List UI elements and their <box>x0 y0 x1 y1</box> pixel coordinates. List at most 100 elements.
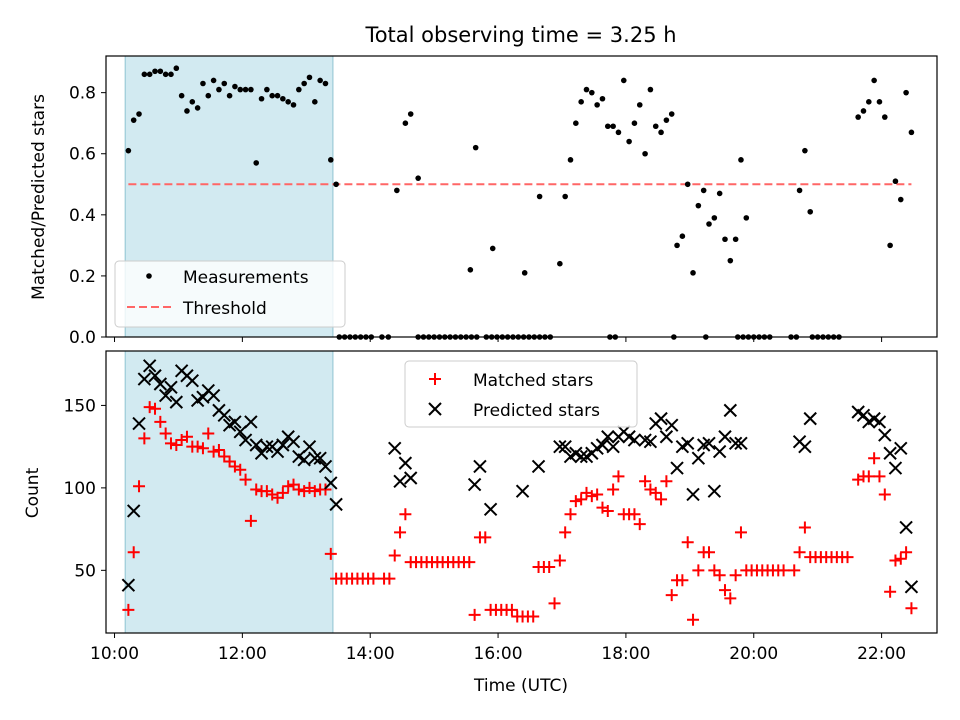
measurement-point <box>184 108 190 114</box>
measurement-point <box>253 160 260 166</box>
matched-point <box>468 608 481 621</box>
predicted-point <box>883 446 897 460</box>
predicted-point <box>728 436 743 451</box>
measurement-point <box>333 181 339 188</box>
measurement-point <box>573 120 579 126</box>
measurement-point <box>232 83 238 90</box>
matched-point <box>383 572 396 585</box>
measurement-point <box>248 86 254 93</box>
matched-point <box>793 546 806 559</box>
measurement-point <box>706 221 712 227</box>
matched-point <box>585 490 598 503</box>
top-ytick-label: 0.2 <box>69 267 96 287</box>
bottom-legend: Matched stars Predicted stars <box>404 360 638 428</box>
legend-predicted: Predicted stars <box>473 401 600 421</box>
predicted-point <box>185 373 200 388</box>
predicted-point <box>217 408 231 423</box>
measurement-point <box>194 105 201 111</box>
measurement-point <box>226 92 233 99</box>
measurement-point <box>711 215 718 221</box>
legend-matched-marker <box>429 373 441 385</box>
measurement-point <box>887 242 893 249</box>
predicted-point <box>329 497 343 512</box>
measurement-point <box>200 80 206 87</box>
predicted-point <box>308 451 322 465</box>
measurement-point <box>472 144 479 151</box>
measurement-point <box>658 129 664 136</box>
predicted-point <box>665 418 679 432</box>
measurement-point <box>903 89 909 96</box>
matched-point <box>788 564 801 577</box>
matched-point <box>207 445 220 458</box>
matched-point <box>292 483 305 496</box>
predicted-point <box>798 439 812 454</box>
matched-point <box>159 427 172 440</box>
measurement-point <box>897 196 904 203</box>
predicted-point <box>803 411 817 426</box>
predicted-point <box>483 502 498 517</box>
matched-point <box>569 495 582 508</box>
matched-point <box>202 427 215 440</box>
matched-point <box>553 554 566 567</box>
matched-point <box>692 564 705 577</box>
predicted-point <box>734 436 748 451</box>
matched-point <box>234 463 247 476</box>
matched-point <box>399 508 412 521</box>
measurement-point <box>290 102 297 108</box>
measurement-point <box>604 123 611 130</box>
matched-point <box>718 584 731 597</box>
measurement-point <box>684 181 691 188</box>
measurement-point <box>583 86 590 93</box>
matched-point <box>239 473 252 486</box>
measurement-point <box>327 157 334 163</box>
measurement-point <box>264 86 270 93</box>
measurement-point <box>642 150 648 157</box>
matched-point <box>729 569 742 582</box>
matched-point <box>394 526 407 539</box>
measurement-point <box>210 77 217 84</box>
predicted-point <box>297 453 311 467</box>
matched-point <box>191 440 204 453</box>
measurement-point <box>178 92 185 99</box>
top-frame <box>105 55 938 338</box>
measurement-point <box>626 138 632 145</box>
matched-point <box>463 556 476 569</box>
predicted-point <box>702 436 716 451</box>
matched-point <box>133 480 146 493</box>
predicted-point <box>574 449 588 464</box>
matched-point <box>676 574 689 587</box>
top-legend: Measurements Threshold <box>114 260 346 328</box>
predicted-point <box>531 459 546 474</box>
matched-point <box>276 486 289 499</box>
bottom-panel: 50 100 150 10:00 12:00 14:00 16:00 18:00 20:00 22… <box>64 350 938 664</box>
measurement-point <box>168 71 174 78</box>
predicted-point <box>153 377 168 391</box>
legend-measurement-marker <box>146 273 152 279</box>
measurement-point <box>716 190 723 197</box>
predicted-point <box>132 416 146 431</box>
matched-point <box>250 483 263 496</box>
measurement-point <box>610 123 616 130</box>
matched-point <box>841 551 854 564</box>
predicted-point <box>302 439 317 454</box>
matched-point <box>873 470 886 483</box>
measurement-point <box>521 270 528 276</box>
measurement-point <box>221 80 228 87</box>
xtick-label: 20:00 <box>729 644 778 664</box>
predicted-point <box>158 388 173 403</box>
matched-point <box>862 470 875 483</box>
top-ytick-label: 0.6 <box>69 145 96 165</box>
measurement-point <box>562 193 568 200</box>
measurement-point <box>908 129 915 136</box>
predicted-point <box>164 380 178 394</box>
matched-point <box>367 572 380 585</box>
predicted-point <box>313 451 327 465</box>
matched-point <box>894 552 907 565</box>
measurement-point <box>802 147 808 154</box>
matched-point <box>154 415 167 428</box>
matched-point <box>527 610 540 623</box>
bottom-frame <box>105 350 938 634</box>
measurement-point <box>280 95 286 102</box>
predicted-point <box>233 425 247 439</box>
